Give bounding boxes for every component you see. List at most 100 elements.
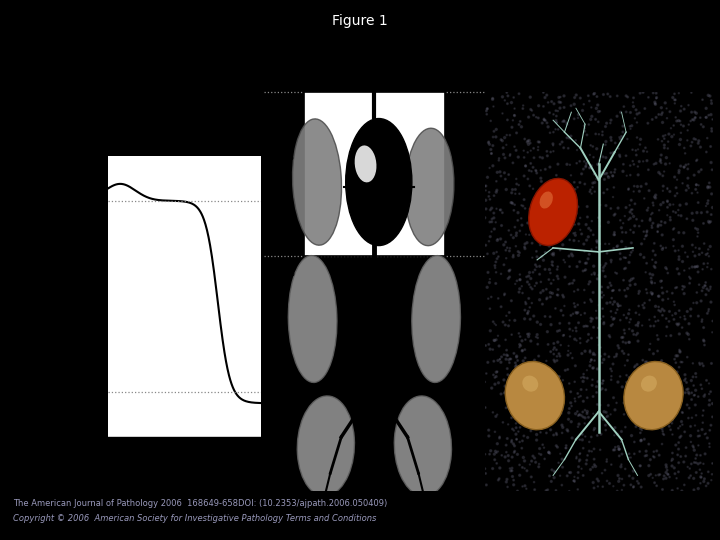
Point [652,135,664,144]
Point [482,173,493,181]
Point [577,165,589,173]
Point [618,276,629,285]
Point [700,291,711,299]
Point [676,323,688,332]
Point [625,226,636,234]
Point [639,379,650,388]
Point [528,144,539,153]
Point [569,100,580,109]
Point [549,222,561,231]
Point [612,471,624,480]
Point [683,474,695,482]
Point [589,460,600,469]
Point [634,429,646,437]
Point [480,450,491,458]
Point [667,93,678,102]
Point [539,312,551,321]
Point [673,458,685,467]
Point [629,437,640,446]
Point [640,421,652,430]
Point [539,455,550,463]
Point [682,181,693,190]
Point [671,320,683,328]
Point [639,299,650,307]
Point [532,340,544,348]
Point [508,111,520,119]
Point [600,259,612,268]
Point [614,152,626,161]
Point [577,413,589,421]
Point [598,266,609,275]
Point [531,367,543,375]
Point [682,165,693,173]
Point [604,479,616,488]
Point [649,279,661,287]
Point [570,204,582,212]
Point [623,454,634,462]
Point [555,341,567,349]
Point [703,401,715,409]
Point [502,483,513,491]
Point [683,335,695,343]
Point [562,144,574,153]
Point [637,157,649,166]
Point [630,422,642,431]
Point [519,418,531,427]
Point [683,120,695,129]
Point [497,92,508,101]
Point [657,485,668,494]
Point [667,384,679,393]
Point [673,252,685,261]
Point [571,454,582,463]
Point [704,426,716,435]
Point [483,340,495,349]
Point [480,196,492,205]
Point [707,317,719,326]
Point [674,201,685,210]
Point [693,137,705,145]
Point [503,420,514,429]
Point [507,116,518,125]
Point [547,141,559,150]
Point [701,376,712,384]
Point [554,140,566,149]
Point [639,435,650,443]
Point [498,318,509,326]
Point [644,455,656,464]
Point [518,172,530,180]
Point [649,387,660,396]
Point [535,428,546,437]
Point [522,219,534,227]
Point [541,147,553,156]
Point [526,106,538,115]
Point [605,148,616,157]
Point [563,341,575,350]
Point [661,265,672,273]
Point [628,372,639,381]
Point [569,394,580,403]
Point [678,266,690,275]
Point [519,397,531,406]
Point [705,387,716,396]
Point [640,358,652,367]
Point [594,401,606,409]
Point [703,305,714,314]
Point [514,227,526,235]
Point [544,242,555,251]
Point [600,240,611,248]
Point [557,463,568,471]
Point [654,155,666,164]
Point [582,330,594,339]
Point [510,419,522,428]
Point [608,353,620,361]
Point [599,466,611,475]
Point [631,110,643,118]
Point [500,335,511,344]
Point [594,156,606,165]
Point [593,130,605,139]
Point [616,460,627,469]
Point [642,206,653,214]
Point [630,146,642,155]
Point [662,294,674,303]
Point [574,157,585,166]
